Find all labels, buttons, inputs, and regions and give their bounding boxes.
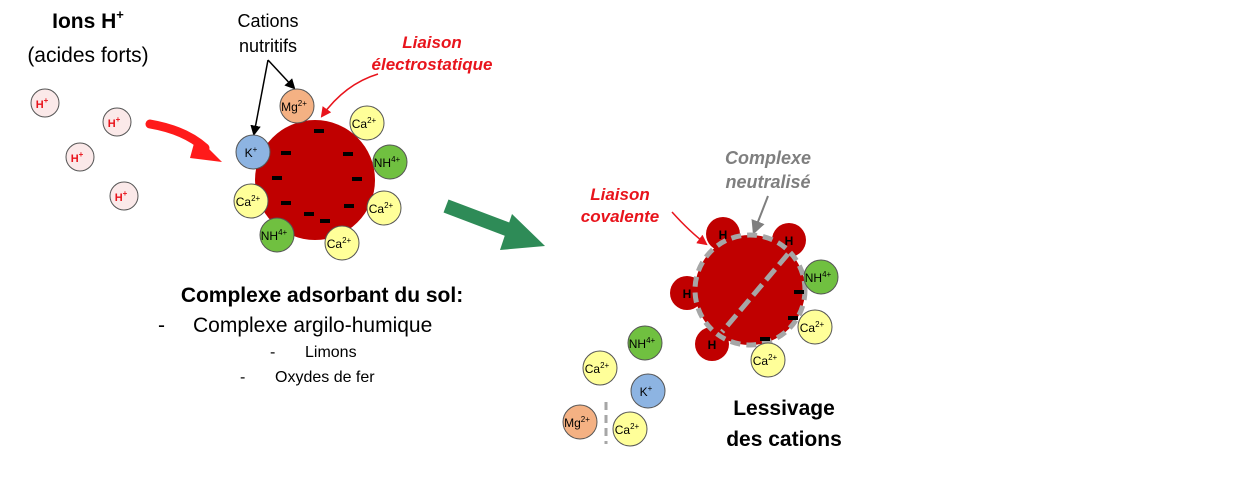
svg-text:H: H (708, 338, 717, 352)
liaison-covalente-line2: covalente (581, 207, 659, 226)
svg-text:Ca2+: Ca2+ (753, 353, 778, 368)
liaison-electrostatique-line1: Liaison (402, 33, 462, 52)
svg-text:H+: H+ (71, 150, 84, 165)
cations-label-line2: nutritifs (239, 36, 297, 56)
svg-text:H: H (719, 228, 728, 242)
svg-text:Ca2+: Ca2+ (327, 236, 352, 251)
liaison-covalente-line1: Liaison (590, 185, 650, 204)
split-line (720, 252, 790, 334)
ion-ca-left-4: Ca2+ (233, 183, 269, 219)
arrow-electrostatique-icon (320, 73, 379, 118)
h-ion-2: H+ (102, 107, 132, 137)
svg-text:Ca2+: Ca2+ (369, 201, 394, 216)
h-ion-3: H+ (65, 142, 95, 172)
legend-item-2: Limons (305, 344, 357, 361)
svg-text:NH4+: NH4+ (374, 155, 401, 170)
red-curved-arrow-icon (145, 119, 222, 162)
legend-title: Complexe adsorbant du sol: (181, 284, 463, 307)
ions-h-title: Ions H+ (52, 7, 124, 33)
svg-text:Ca2+: Ca2+ (352, 116, 377, 131)
svg-text:NH4+: NH4+ (629, 336, 656, 351)
legend-dash-3: - (240, 369, 245, 386)
liaison-electrostatique-line2: électrostatique (372, 55, 493, 74)
ion-nh4-leached: NH4+ (627, 325, 663, 361)
svg-text:H: H (785, 234, 794, 248)
adsorbent-complex (255, 120, 375, 240)
ion-mg-left: Mg2+ (279, 88, 315, 124)
ion-ca-right-2: Ca2+ (750, 342, 786, 378)
ion-nh4-right: NH4+ (803, 259, 839, 295)
negative-charges-right (760, 290, 804, 341)
arrow-to-mg-icon (267, 59, 296, 90)
legend-item-3: Oxydes de fer (275, 369, 375, 386)
legend-item-1: Complexe argilo-humique (193, 314, 432, 337)
svg-text:H: H (683, 287, 692, 301)
complexe-neutralise-line2: neutralisé (725, 172, 810, 192)
ion-nh4-left-1: NH4+ (372, 144, 408, 180)
svg-text:H+: H+ (36, 96, 49, 111)
svg-text:Ca2+: Ca2+ (585, 361, 610, 376)
cations-label-line1: Cations (237, 11, 298, 31)
ion-ca-left-2: Ca2+ (366, 190, 402, 226)
ions-h-subtitle: (acides forts) (27, 44, 148, 67)
legend-dash-2: - (270, 344, 275, 361)
arrow-covalente-icon (671, 211, 708, 246)
ion-ca-leached-1: Ca2+ (582, 350, 618, 386)
lessivage-line2: des cations (726, 428, 842, 451)
h-ion-1: H+ (30, 88, 60, 118)
svg-text:H+: H+ (108, 115, 121, 130)
svg-text:Mg2+: Mg2+ (564, 415, 590, 430)
ion-k-leached: K+ (630, 373, 666, 409)
complexe-neutralise-line1: Complexe (725, 148, 811, 168)
svg-text:K+: K+ (640, 384, 653, 399)
neutralized-complex (692, 232, 808, 348)
ion-ca-right-1: Ca2+ (797, 309, 833, 345)
svg-text:Mg2+: Mg2+ (281, 99, 307, 114)
ion-ca-left-3: Ca2+ (324, 225, 360, 261)
ion-mg-leached: Mg2+ (562, 404, 598, 440)
ion-ca-left-1: Ca2+ (349, 105, 385, 141)
negative-charges (272, 129, 362, 223)
svg-text:Ca2+: Ca2+ (800, 320, 825, 335)
svg-text:Ca2+: Ca2+ (615, 422, 640, 437)
ion-k-left: K+ (235, 134, 271, 170)
svg-text:NH4+: NH4+ (261, 228, 288, 243)
svg-text:NH4+: NH4+ (805, 270, 832, 285)
arrow-neutralise-icon (751, 195, 769, 235)
svg-text:Ca2+: Ca2+ (236, 194, 261, 209)
lessivage-line1: Lessivage (733, 397, 835, 420)
svg-text:H+: H+ (115, 189, 128, 204)
ion-ca-leached-2: Ca2+ (612, 411, 648, 447)
green-arrow-icon (443, 199, 545, 250)
h-ion-4: H+ (109, 181, 139, 211)
ion-nh4-left-2: NH4+ (259, 217, 295, 253)
svg-text:K+: K+ (245, 145, 258, 160)
arrow-to-k-icon (250, 59, 269, 137)
legend-dash-1: - (158, 314, 165, 337)
